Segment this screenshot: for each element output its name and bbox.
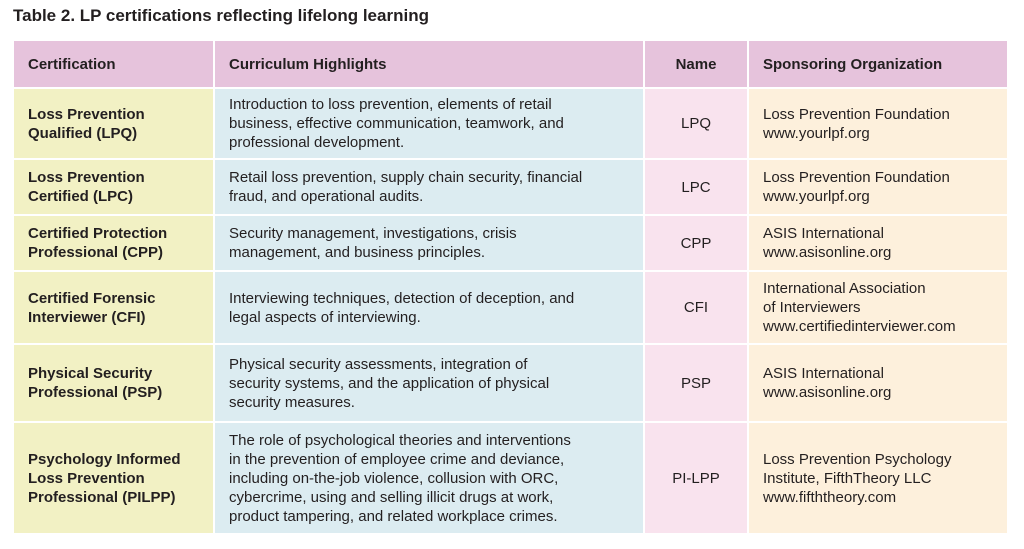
- name-cell: CFI: [645, 272, 749, 345]
- curriculum-line: security systems, and the application of…: [229, 374, 550, 392]
- cert-cell: Loss Prevention Qualified (LPQ): [14, 89, 215, 160]
- curriculum-line: The role of psychological theories and i…: [229, 431, 571, 449]
- cert-line: Loss Prevention: [28, 105, 145, 123]
- table-caption: Table 2. LP certifications reflecting li…: [13, 6, 429, 25]
- name-cell: LPC: [645, 160, 749, 216]
- curriculum-line: Security management, investigations, cri…: [229, 225, 517, 242]
- sponsor-line: Loss Prevention Psychology: [763, 450, 952, 468]
- name-cell: PI-LPP: [645, 423, 749, 535]
- table-row: Psychology Informed Loss Prevention Prof…: [14, 423, 1007, 535]
- cert-line: Certified (LPC): [28, 188, 133, 205]
- curriculum-cell: Security management, investigations, cri…: [215, 216, 645, 272]
- curriculum-cell: The role of psychological theories and i…: [215, 423, 645, 535]
- curriculum-line: business, effective communication, teamw…: [229, 115, 564, 132]
- name-cell: PSP: [645, 345, 749, 423]
- cert-line: Physical Security: [28, 365, 153, 382]
- sponsor-line: International Association: [763, 280, 926, 297]
- curriculum-line: Physical security assessments, integrati…: [229, 355, 528, 373]
- curriculum-line: management, and business principles.: [229, 244, 485, 261]
- cert-cell: Certified Protection Professional (CPP): [14, 216, 215, 272]
- header-name: Name: [645, 41, 749, 89]
- header-curriculum: Curriculum Highlights: [215, 41, 645, 89]
- sponsor-line: Loss Prevention Foundation: [763, 169, 950, 186]
- cert-line: Certified Protection: [28, 225, 168, 242]
- cert-line: Certified Forensic: [28, 289, 156, 307]
- cert-line: Professional (PSP): [28, 384, 163, 401]
- table-row: Loss Prevention Qualified (LPQ) Introduc…: [14, 89, 1007, 160]
- sponsor-line: ASIS International: [763, 365, 884, 382]
- curriculum-line: Introduction to loss prevention, element…: [229, 96, 552, 113]
- curriculum-line: including on-the-job violence, collusion…: [229, 469, 559, 487]
- cert-line: Psychology Informed: [28, 450, 181, 468]
- sponsor-line: www.certifiedinterviewer.com: [763, 318, 956, 335]
- sponsor-line: ASIS International: [763, 225, 884, 242]
- sponsor-line: www.yourlpf.org: [763, 124, 870, 142]
- curriculum-line: Interviewing techniques, detection of de…: [229, 289, 575, 307]
- sponsor-line: www.fifththeory.com: [763, 488, 897, 506]
- curriculum-cell: Introduction to loss prevention, element…: [215, 89, 645, 160]
- curriculum-cell: Retail loss prevention, supply chain sec…: [215, 160, 645, 216]
- sponsor-line: www.asisonline.org: [763, 384, 892, 401]
- curriculum-line: Retail loss prevention, supply chain sec…: [229, 169, 583, 186]
- sponsor-cell: Loss Prevention Foundation www.yourlpf.o…: [749, 89, 1007, 160]
- cert-line: Professional (CPP): [28, 244, 164, 261]
- sponsor-line: Institute, FifthTheory LLC: [763, 469, 932, 487]
- sponsor-cell: ASIS International www.asisonline.org: [749, 216, 1007, 272]
- sponsor-line: www.asisonline.org: [763, 244, 892, 261]
- curriculum-line: cybercrime, using and selling illicit dr…: [229, 488, 554, 506]
- cert-line: Loss Prevention: [28, 169, 145, 186]
- header-sponsor: Sponsoring Organization: [749, 41, 1007, 89]
- sponsor-line: of Interviewers: [763, 299, 861, 316]
- curriculum-line: professional development.: [229, 134, 405, 151]
- curriculum-line: legal aspects of interviewing.: [229, 308, 421, 326]
- sponsor-cell: Loss Prevention Foundation www.yourlpf.o…: [749, 160, 1007, 216]
- name-cell: LPQ: [645, 89, 749, 160]
- curriculum-line: in the prevention of employee crime and …: [229, 450, 565, 468]
- sponsor-cell: ASIS International www.asisonline.org: [749, 345, 1007, 423]
- table-row: Physical Security Professional (PSP) Phy…: [14, 345, 1007, 423]
- sponsor-line: www.yourlpf.org: [763, 188, 870, 205]
- header-certification: Certification: [14, 41, 215, 89]
- cert-cell: Certified Forensic Interviewer (CFI): [14, 272, 215, 345]
- curriculum-line: security measures.: [229, 393, 355, 411]
- cert-line: Qualified (LPQ): [28, 124, 138, 142]
- sponsor-cell: Loss Prevention Psychology Institute, Fi…: [749, 423, 1007, 535]
- curriculum-cell: Interviewing techniques, detection of de…: [215, 272, 645, 345]
- cert-line: Professional (PILPP): [28, 488, 176, 506]
- curriculum-cell: Physical security assessments, integrati…: [215, 345, 645, 423]
- curriculum-line: fraud, and operational audits.: [229, 188, 424, 205]
- cert-cell: Physical Security Professional (PSP): [14, 345, 215, 423]
- table-row: Certified Protection Professional (CPP) …: [14, 216, 1007, 272]
- table-row: Loss Prevention Certified (LPC) Retail l…: [14, 160, 1007, 216]
- curriculum-line: product tampering, and related workplace…: [229, 507, 558, 525]
- cert-line: Loss Prevention: [28, 469, 145, 487]
- cert-cell: Loss Prevention Certified (LPC): [14, 160, 215, 216]
- table-header-row: Certification Curriculum Highlights Name…: [14, 41, 1007, 89]
- table-row: Certified Forensic Interviewer (CFI) Int…: [14, 272, 1007, 345]
- cert-line: Interviewer (CFI): [28, 308, 146, 326]
- name-cell: CPP: [645, 216, 749, 272]
- certifications-table: Certification Curriculum Highlights Name…: [14, 41, 1007, 535]
- sponsor-line: Loss Prevention Foundation: [763, 105, 950, 123]
- cert-cell: Psychology Informed Loss Prevention Prof…: [14, 423, 215, 535]
- sponsor-cell: International Association of Interviewer…: [749, 272, 1007, 345]
